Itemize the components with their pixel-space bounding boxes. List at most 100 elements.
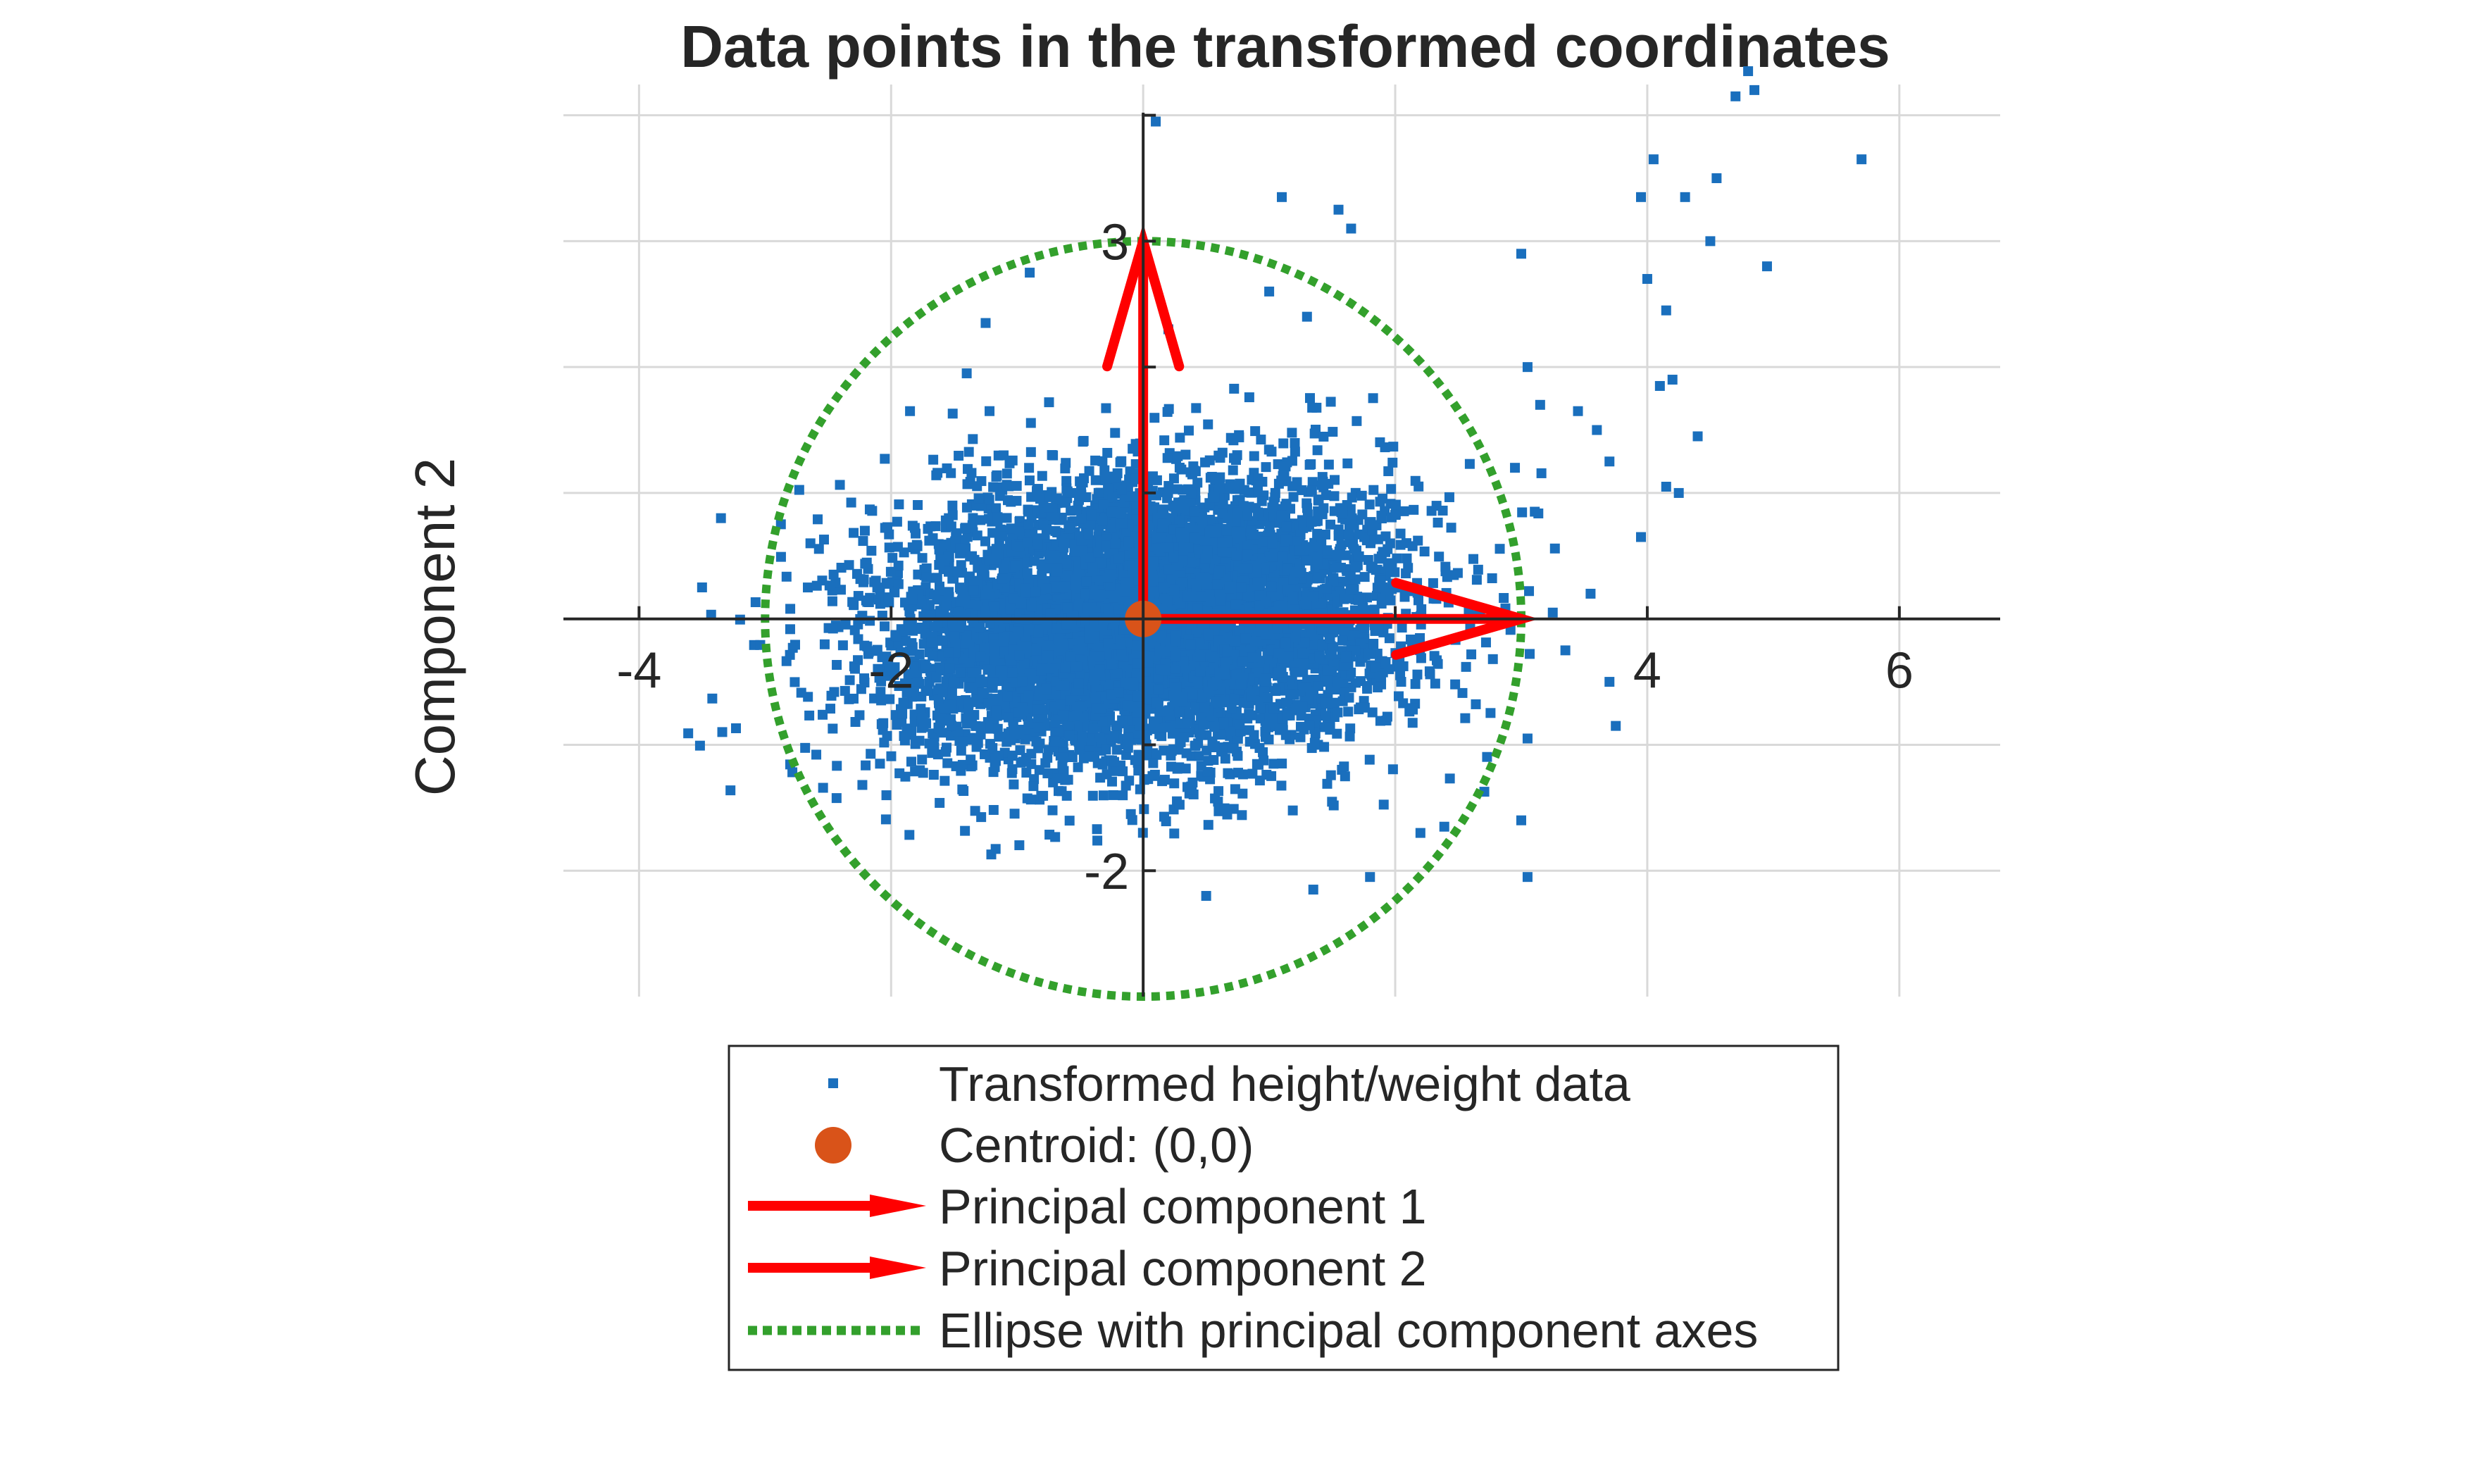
data-point — [882, 578, 892, 589]
data-point — [1203, 756, 1213, 766]
data-point — [1266, 447, 1277, 457]
scatter-points — [683, 66, 1867, 901]
data-point — [1111, 766, 1122, 776]
data-point — [1048, 450, 1059, 461]
data-point — [1092, 835, 1103, 846]
data-point — [991, 503, 1001, 513]
data-point — [884, 542, 894, 553]
data-point — [1021, 768, 1032, 778]
data-point — [1229, 383, 1240, 394]
data-point — [1356, 490, 1367, 501]
data-point — [775, 551, 786, 562]
data-point — [1364, 754, 1375, 765]
data-point — [794, 485, 804, 495]
data-point — [942, 463, 952, 473]
data-point — [892, 516, 902, 527]
data-point — [804, 710, 815, 721]
data-point — [962, 532, 973, 542]
data-point — [1092, 824, 1102, 835]
data-point — [1359, 572, 1370, 582]
data-point — [1006, 523, 1016, 534]
data-point — [837, 640, 848, 651]
data-point — [1329, 491, 1340, 501]
data-point — [1191, 403, 1202, 413]
data-point — [1536, 468, 1547, 478]
data-point — [984, 494, 994, 505]
data-point — [1004, 458, 1015, 468]
data-point — [1390, 499, 1401, 510]
data-point — [1325, 519, 1336, 530]
data-point — [865, 616, 875, 626]
data-point — [1349, 585, 1359, 595]
data-point — [1388, 442, 1399, 452]
data-point — [857, 780, 868, 790]
data-point — [960, 825, 971, 836]
data-point — [1078, 435, 1089, 446]
data-point — [1159, 504, 1169, 515]
data-point — [1428, 578, 1438, 588]
data-point — [876, 719, 887, 730]
data-point — [1181, 748, 1192, 759]
data-point — [1244, 392, 1254, 403]
data-point — [1439, 821, 1449, 832]
data-point — [947, 409, 958, 419]
data-point — [1175, 432, 1185, 443]
data-point — [903, 669, 913, 680]
data-point — [911, 540, 922, 550]
data-point — [1342, 458, 1353, 468]
data-point — [942, 758, 953, 768]
data-point — [694, 740, 705, 751]
data-point — [1121, 780, 1131, 791]
data-point — [863, 597, 874, 608]
data-point — [1261, 462, 1271, 473]
data-point — [1409, 504, 1419, 515]
data-point — [914, 649, 925, 660]
data-point — [1050, 832, 1061, 842]
data-point — [968, 513, 978, 523]
data-point — [1264, 522, 1275, 532]
data-point — [1063, 775, 1073, 785]
data-point — [1295, 732, 1306, 742]
data-point — [1006, 735, 1016, 745]
data-point — [1340, 550, 1351, 561]
data-point — [884, 666, 894, 676]
data-point — [1072, 710, 1082, 721]
data-point — [913, 500, 923, 511]
data-point — [1250, 426, 1261, 437]
data-point — [1281, 697, 1292, 708]
data-point — [977, 687, 987, 698]
data-point — [1061, 497, 1071, 508]
data-point — [1183, 425, 1194, 436]
data-point — [1097, 759, 1108, 770]
data-point — [1054, 726, 1064, 737]
data-point — [1163, 480, 1174, 491]
data-point — [1180, 449, 1191, 460]
data-point — [1024, 475, 1035, 486]
data-point — [1307, 477, 1318, 487]
data-point — [1217, 447, 1228, 458]
data-point — [1025, 418, 1036, 428]
data-point — [1549, 543, 1560, 554]
data-point — [1171, 454, 1181, 464]
data-point — [1194, 751, 1204, 761]
data-point — [1014, 526, 1025, 537]
data-point — [1062, 721, 1073, 731]
data-point — [994, 491, 1005, 501]
data-point — [985, 406, 995, 416]
data-point — [1352, 416, 1362, 426]
data-point — [1172, 484, 1182, 494]
data-point — [914, 735, 925, 746]
data-point — [1235, 719, 1245, 730]
data-point — [1350, 561, 1361, 571]
data-point — [1398, 661, 1409, 671]
data-point — [1357, 509, 1368, 520]
data-point — [894, 768, 905, 778]
data-point — [1383, 466, 1394, 477]
data-point — [966, 468, 977, 478]
data-point — [1485, 708, 1496, 718]
data-point — [873, 663, 883, 674]
data-point — [1378, 799, 1389, 810]
data-point — [1057, 761, 1068, 771]
data-point — [931, 470, 942, 480]
data-point — [1325, 770, 1336, 780]
